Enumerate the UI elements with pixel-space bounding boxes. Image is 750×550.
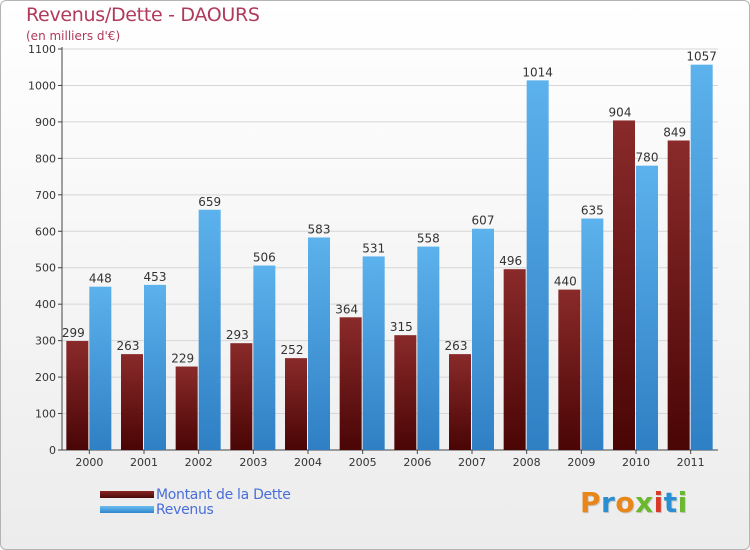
data-label-revenue: 635 (581, 204, 604, 218)
bar-debt (558, 289, 581, 450)
logo-letter: i (653, 486, 664, 519)
data-label-revenue: 558 (417, 232, 440, 246)
bar-debt (449, 354, 471, 450)
legend-label-revenue: Revenus (156, 501, 214, 518)
data-label-revenue: 1014 (522, 65, 553, 79)
bar-debt (503, 269, 526, 450)
bar-debt (667, 140, 690, 450)
y-tick-label: 400 (35, 298, 56, 311)
data-label-revenue: 448 (89, 272, 112, 286)
data-label-debt: 440 (554, 275, 577, 289)
bar-debt (285, 358, 307, 450)
bar-revenue (526, 80, 549, 451)
y-tick-label: 0 (49, 444, 56, 457)
x-tick-label: 2000 (75, 456, 103, 469)
legend-item-revenue: Revenus (100, 501, 291, 518)
bar-debt (613, 120, 635, 450)
logo-letter: r (601, 486, 616, 519)
y-tick-label: 1100 (28, 43, 56, 56)
bars (66, 64, 713, 451)
data-label-debt: 229 (171, 352, 194, 366)
logo-letter: t (663, 486, 678, 519)
grid-lines (62, 48, 718, 451)
x-tick-label: 2008 (513, 456, 541, 469)
y-tick-label: 100 (35, 408, 56, 421)
data-label-revenue: 659 (198, 195, 221, 209)
x-tick-label: 2007 (458, 456, 486, 469)
axes: 0 100 200 300 400 500 600 700 800 900 1000 1100 2000… (28, 43, 718, 469)
chart-subtitle: (en milliers d'€) (26, 29, 121, 43)
bar-debt (339, 317, 362, 450)
y-tick-label: 600 (35, 225, 56, 238)
bar-revenue (472, 228, 494, 450)
chart-title: Revenus/Dette - DAOURS (26, 4, 260, 26)
x-tick-label: 2002 (185, 456, 213, 469)
bar-revenue (89, 286, 112, 450)
bar-debt (175, 366, 198, 450)
x-tick-label: 2003 (239, 456, 267, 469)
data-label-debt: 904 (609, 105, 632, 119)
data-label-revenue: 453 (144, 270, 167, 284)
y-tick-label: 200 (35, 371, 56, 384)
data-label-debt: 364 (335, 302, 358, 316)
x-tick-label: 2004 (294, 456, 322, 469)
legend: Montant de la Dette Revenus (100, 486, 291, 518)
proxiti-logo: Proxiti (580, 486, 688, 519)
bar-revenue (581, 218, 604, 450)
bar-revenue (417, 246, 440, 450)
y-tick-label: 500 (35, 262, 56, 275)
bar-revenue (198, 209, 221, 450)
y-tick-label: 1000 (28, 79, 56, 92)
data-label-debt: 315 (390, 320, 413, 334)
logo-letter: o (615, 486, 636, 519)
logo-letter: P (580, 486, 602, 519)
legend-item-debt: Montant de la Dette (100, 486, 291, 503)
data-label-debt: 496 (499, 254, 522, 268)
bar-revenue (253, 265, 276, 450)
data-label-debt: 263 (445, 339, 468, 353)
logo-letter: i (677, 486, 688, 519)
y-tick-label: 800 (35, 152, 56, 165)
x-tick-label: 2010 (622, 456, 650, 469)
bar-debt (121, 354, 143, 450)
x-tick-label: 2011 (677, 456, 705, 469)
y-tick-label: 300 (35, 335, 56, 348)
legend-label-debt: Montant de la Dette (156, 486, 291, 503)
data-label-revenue: 780 (636, 151, 659, 165)
data-label-debt: 299 (62, 326, 85, 340)
data-label-revenue: 583 (308, 222, 331, 236)
bar-revenue (308, 237, 330, 450)
data-label-revenue: 506 (253, 251, 276, 265)
bar-revenue (362, 256, 385, 450)
data-label-debt: 293 (226, 328, 249, 342)
data-label-debt: 252 (281, 343, 304, 357)
data-label-debt: 849 (663, 126, 686, 140)
x-tick-label: 2006 (403, 456, 431, 469)
bar-debt (230, 343, 253, 450)
x-tick-label: 2001 (130, 456, 158, 469)
data-labels: 299 448 263 453 229 659 293 506 252 583 364 531 315 5… (62, 50, 717, 366)
data-label-revenue: 531 (362, 241, 385, 255)
bar-revenue (144, 284, 166, 450)
data-label-revenue: 1057 (686, 50, 717, 64)
bar-revenue (636, 165, 658, 450)
x-tick-label: 2005 (349, 456, 377, 469)
data-label-debt: 263 (117, 339, 140, 353)
legend-swatch-debt (100, 491, 154, 498)
bar-debt (66, 341, 89, 450)
legend-swatch-revenue (100, 506, 154, 513)
data-label-revenue: 607 (472, 214, 495, 228)
y-tick-label: 900 (35, 116, 56, 129)
bar-debt (394, 335, 417, 450)
y-tick-label: 700 (35, 189, 56, 202)
logo-letter: x (635, 486, 654, 519)
bar-revenue (690, 64, 713, 451)
x-tick-label: 2009 (567, 456, 595, 469)
